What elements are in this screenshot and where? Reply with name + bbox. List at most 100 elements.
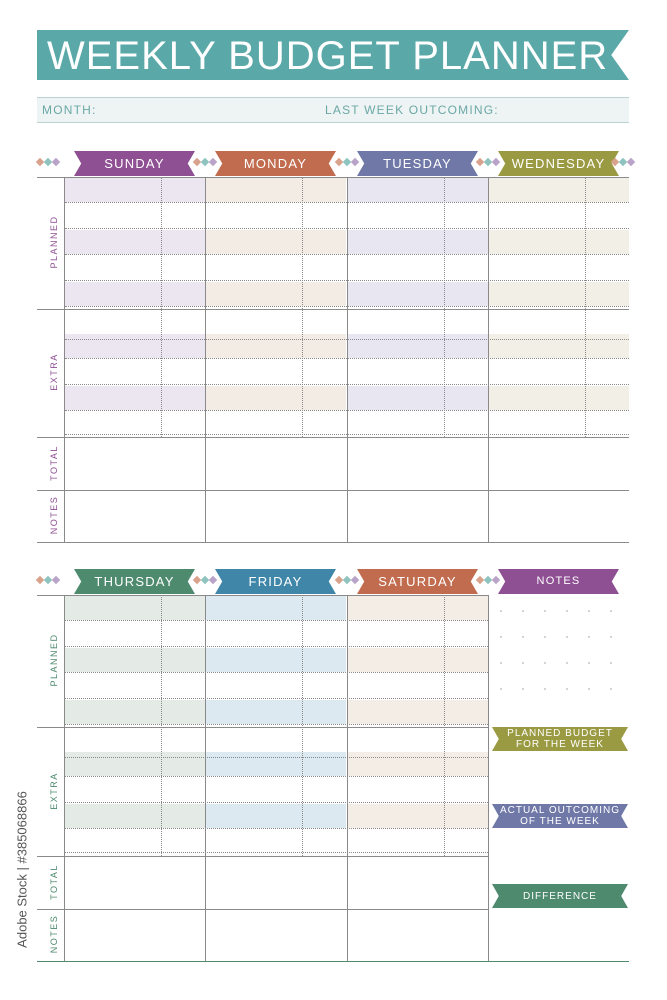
diamond-ornament-icon <box>51 157 61 167</box>
day-label-sunday: SUNDAY <box>104 156 165 171</box>
week1-col-line <box>347 177 348 542</box>
grid-dot <box>610 636 612 638</box>
week2-col-divider <box>161 595 162 856</box>
week2-label-extra: EXTRA <box>49 771 59 810</box>
day-label-monday: MONDAY <box>243 156 308 171</box>
ribbon-diamonds <box>35 157 61 167</box>
stock-id-text: Adobe Stock | #385068866 <box>14 791 30 948</box>
week1-band <box>489 282 629 306</box>
planned-budget-label: PLANNED BUDGET FOR THE WEEK <box>507 728 613 750</box>
grid-dot <box>588 662 590 664</box>
grid-dot <box>522 688 524 690</box>
week2-row-line <box>65 672 488 673</box>
week1-band <box>206 386 346 410</box>
ribbon-friday: FRIDAY <box>215 569 336 594</box>
month-bar <box>37 97 629 123</box>
page-title: WEEKLY BUDGET PLANNER <box>47 34 609 78</box>
week2-band <box>348 752 488 776</box>
grid-dot <box>522 636 524 638</box>
week1-label-planned: PLANNED <box>49 215 59 269</box>
grid-dot <box>588 610 590 612</box>
grid-dot <box>566 636 568 638</box>
week2-band <box>65 752 205 776</box>
week1-separator <box>37 437 629 438</box>
ribbon-monday: MONDAY <box>215 151 336 176</box>
last-week-outcoming-label: LAST WEEK OUTCOMING: <box>325 103 499 117</box>
week1-band <box>348 230 488 254</box>
week1-col-line <box>488 177 489 542</box>
week1-label-line <box>64 182 65 537</box>
week2-band <box>65 648 205 672</box>
week1-band <box>348 386 488 410</box>
week2-row-line <box>65 828 488 829</box>
grid-dot <box>544 662 546 664</box>
grid-dot <box>500 688 502 690</box>
week1-separator <box>37 542 629 543</box>
grid-dot <box>566 610 568 612</box>
week1-row-line <box>65 339 629 340</box>
day-label-thursday: THURSDAY <box>94 574 175 589</box>
ribbon-sunday: SUNDAY <box>74 151 195 176</box>
week1-band <box>206 334 346 358</box>
week2-row-line <box>65 698 488 699</box>
week1-col-divider <box>161 177 162 437</box>
planned-budget-ribbon: PLANNED BUDGET FOR THE WEEK <box>492 727 628 751</box>
difference-ribbon: DIFFERENCE <box>492 884 628 908</box>
ribbon-thursday: THURSDAY <box>74 569 195 594</box>
week1-row-line <box>65 202 629 203</box>
diamond-ornament-icon <box>491 575 501 585</box>
week1-row-line <box>65 410 629 411</box>
week2-col-line <box>347 595 348 961</box>
grid-dot <box>610 610 612 612</box>
week2-band <box>206 752 346 776</box>
ribbon-tuesday: TUESDAY <box>357 151 478 176</box>
week2-row-line <box>65 620 488 621</box>
day-label-wednesday: WEDNESDAY <box>511 156 606 171</box>
week1-band <box>348 178 488 202</box>
week1-band <box>65 334 205 358</box>
notes-heading: NOTES <box>536 575 581 587</box>
week1-band <box>489 386 629 410</box>
actual-outcoming-ribbon: ACTUAL OUTCOMING OF THE WEEK <box>492 804 628 828</box>
week1-row-line <box>65 254 629 255</box>
week2-band <box>65 804 205 828</box>
week1-label-extra: EXTRA <box>49 353 59 391</box>
week2-band <box>206 804 346 828</box>
week2-band <box>348 596 488 620</box>
notes-dot-grid <box>500 610 620 710</box>
week2-band <box>348 804 488 828</box>
grid-dot <box>610 688 612 690</box>
diamond-ornament-icon <box>208 575 218 585</box>
week1-band <box>489 334 629 358</box>
week1-row-line <box>65 358 629 359</box>
grid-dot <box>500 636 502 638</box>
week1-row-line <box>65 434 629 435</box>
diamond-ornament-icon <box>491 157 501 167</box>
week1-band <box>65 386 205 410</box>
week2-band <box>206 596 346 620</box>
week2-band <box>65 700 205 724</box>
ribbon-diamonds <box>334 157 360 167</box>
week1-band <box>489 178 629 202</box>
week2-band <box>65 596 205 620</box>
month-label: MONTH: <box>42 103 97 117</box>
week1-separator <box>37 490 629 491</box>
bottom-rule <box>37 961 629 962</box>
week2-row-line <box>65 802 488 803</box>
week2-separator <box>37 727 488 728</box>
grid-dot <box>544 688 546 690</box>
ribbon-diamonds <box>192 575 218 585</box>
day-label-friday: FRIDAY <box>248 574 303 589</box>
week1-row-line <box>65 306 629 307</box>
ribbon-diamonds <box>35 575 61 585</box>
day-label-saturday: SATURDAY <box>378 574 457 589</box>
week2-row-line <box>65 852 488 853</box>
week2-col-divider <box>302 595 303 856</box>
grid-dot <box>588 636 590 638</box>
grid-dot <box>522 662 524 664</box>
week1-row-line <box>65 280 629 281</box>
week2-row-line <box>65 757 488 758</box>
diamond-ornament-icon <box>350 575 360 585</box>
week2-separator <box>37 909 488 910</box>
week2-band <box>348 700 488 724</box>
